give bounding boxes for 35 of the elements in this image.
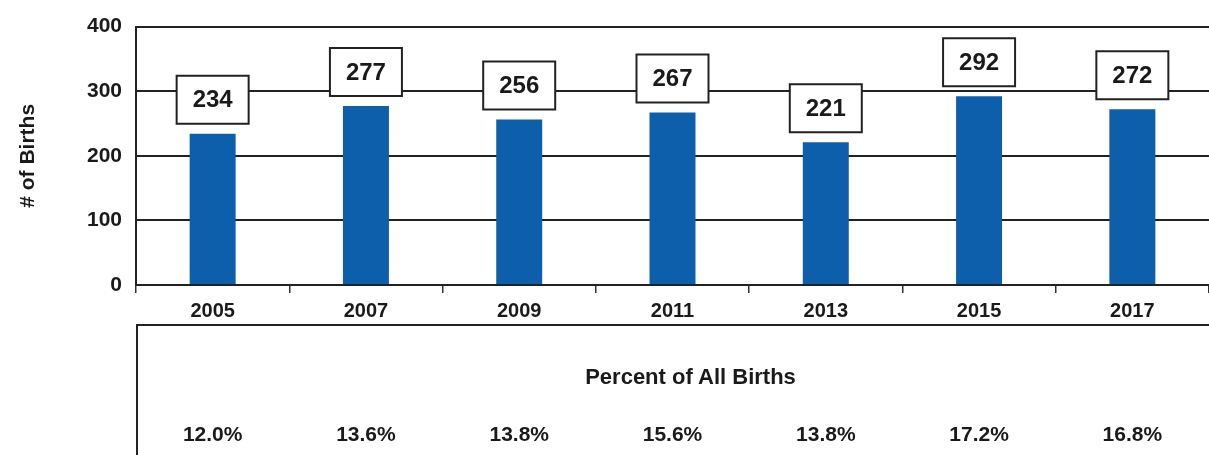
bar xyxy=(342,106,389,284)
x-tick-label: 2009 xyxy=(496,298,542,321)
bar xyxy=(189,133,236,284)
x-tick-label: 2005 xyxy=(190,298,235,321)
bar xyxy=(802,142,849,284)
x-tick-label: 2015 xyxy=(956,298,1002,321)
data-label: 292 xyxy=(959,47,1000,75)
x-tick-label: 2013 xyxy=(803,298,849,321)
data-label: 267 xyxy=(652,64,693,92)
bar xyxy=(956,96,1003,284)
data-label: 221 xyxy=(805,93,846,121)
text: 13.8% xyxy=(489,421,550,445)
x-tick-label: 2017 xyxy=(1110,298,1155,321)
y-tick-label: 100 xyxy=(86,207,122,231)
x-tick-label: 2007 xyxy=(343,298,389,321)
text: 13.8% xyxy=(796,421,856,445)
y-tick-label: 300 xyxy=(86,78,122,101)
text: 17.2% xyxy=(949,421,1010,445)
bar xyxy=(1109,109,1156,284)
data-label: 256 xyxy=(499,71,540,99)
y-axis-title: # of Births xyxy=(15,103,39,208)
text: 16.8% xyxy=(1102,421,1163,445)
y-tick-label: 200 xyxy=(86,142,122,166)
text: 13.6% xyxy=(336,421,397,445)
data-label: 277 xyxy=(345,57,386,85)
text: Percent of All Births xyxy=(585,364,796,390)
text: 15.6% xyxy=(642,421,703,445)
text: 12.0% xyxy=(182,421,243,445)
y-tick-label: 400 xyxy=(86,13,122,37)
x-tick-label: 2011 xyxy=(650,298,695,321)
bar xyxy=(496,119,543,284)
y-tick-label: 0 xyxy=(110,271,122,295)
data-label: 272 xyxy=(1112,60,1153,88)
bar xyxy=(649,112,696,284)
data-label: 234 xyxy=(192,85,234,113)
